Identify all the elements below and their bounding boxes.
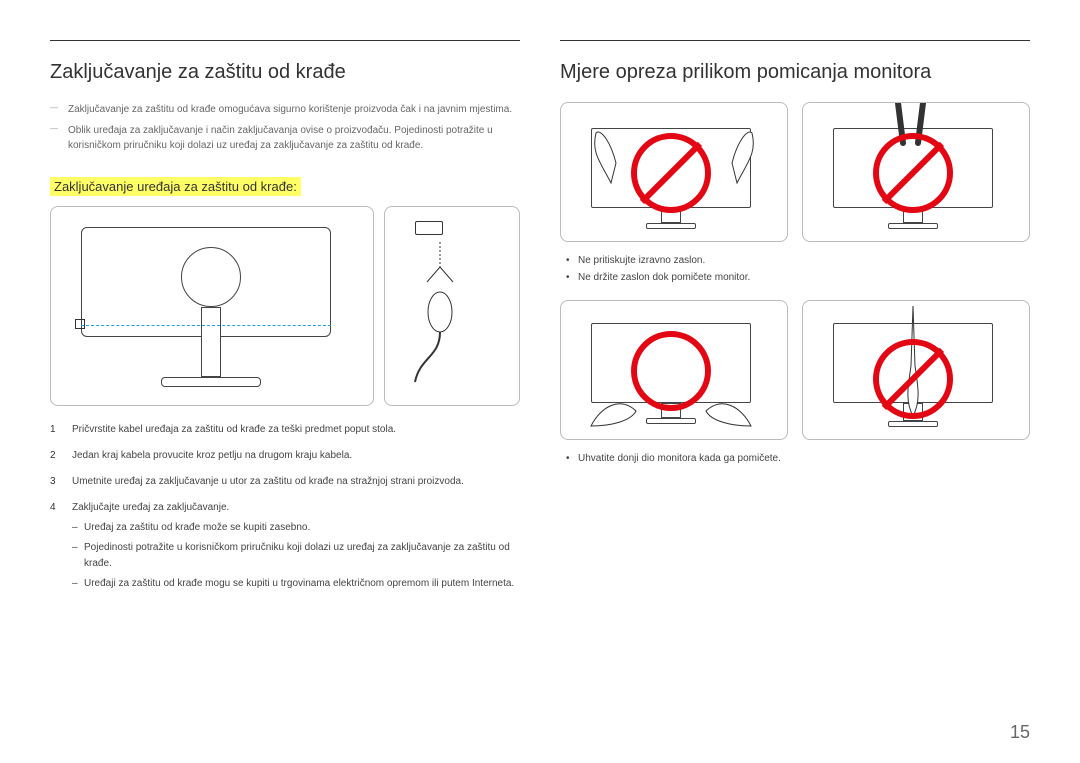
page-number: 15	[1010, 722, 1030, 743]
prohibit-icon	[873, 339, 953, 419]
monitor-back-diagram	[50, 206, 374, 406]
precaution-row-2	[560, 300, 1030, 440]
lock-detail-diagram	[384, 206, 520, 406]
hand-left-icon	[571, 123, 621, 193]
divider	[50, 40, 520, 41]
prohibit-icon	[631, 133, 711, 213]
right-heading: Mjere opreza prilikom pomicanja monitora	[560, 61, 1030, 84]
hand-right-icon	[727, 123, 777, 193]
sub-1: Uređaj za zaštitu od krađe može se kupit…	[72, 520, 520, 536]
sub-2: Pojedinosti potražite u korisničkom prir…	[72, 540, 520, 572]
step-2: Jedan kraj kabela provucite kroz petlju …	[50, 448, 520, 464]
step-3: Umetnite uređaj za zaključavanje u utor …	[50, 474, 520, 490]
bullet-1: Ne pritiskujte izravno zaslon.	[560, 252, 1030, 269]
note-1: Zaključavanje za zaštitu od krađe omoguć…	[50, 102, 520, 117]
bullet-3: Uhvatite donji dio monitora kada ga pomi…	[560, 450, 1030, 467]
step-4-subs: Uređaj za zaštitu od krađe može se kupit…	[72, 520, 520, 592]
row1-bullets: Ne pritiskujte izravno zaslon. Ne držite…	[560, 252, 1030, 286]
allow-circle-icon	[631, 331, 711, 411]
prohibit-icon	[873, 133, 953, 213]
lock-diagrams	[50, 206, 520, 406]
left-column: Zaključavanje za zaštitu od krađe Zaklju…	[50, 40, 520, 602]
sub-3: Uređaji za zaštitu od krađe mogu se kupi…	[72, 576, 520, 592]
precaution-row-1	[560, 102, 1030, 242]
lock-cable-icon	[405, 237, 475, 387]
divider	[560, 40, 1030, 41]
precaution-1	[560, 102, 788, 242]
step-1: Pričvrstite kabel uređaja za zaštitu od …	[50, 422, 520, 438]
precaution-4	[802, 300, 1030, 440]
left-heading: Zaključavanje za zaštitu od krađe	[50, 61, 520, 84]
row2-bullets: Uhvatite donji dio monitora kada ga pomi…	[560, 450, 1030, 467]
sub-heading: Zaključavanje uređaja za zaštitu od krađ…	[50, 177, 301, 196]
bullet-2: Ne držite zaslon dok pomičete monitor.	[560, 269, 1030, 286]
steps-list: Pričvrstite kabel uređaja za zaštitu od …	[50, 422, 520, 592]
lock-port-icon	[415, 221, 443, 235]
step-4: Zaključajte uređaj za zaključavanje. Ure…	[50, 500, 520, 592]
lock-slot-icon	[75, 319, 85, 329]
note-2: Oblik uređaja za zaključavanje i način z…	[50, 123, 520, 153]
precaution-3	[560, 300, 788, 440]
right-column: Mjere opreza prilikom pomicanja monitora…	[560, 40, 1030, 602]
precaution-2	[802, 102, 1030, 242]
